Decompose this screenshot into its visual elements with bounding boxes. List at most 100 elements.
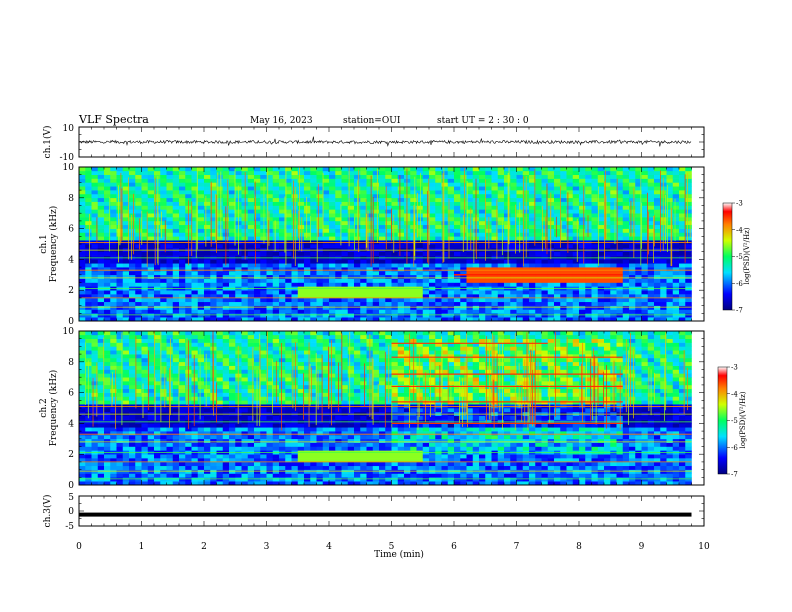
spectrogram-cell [129, 290, 136, 295]
spectrogram-cell [97, 469, 105, 474]
spectrogram-cell [254, 458, 261, 463]
spectrogram-cell [310, 244, 317, 249]
spectrogram-cell [560, 197, 567, 202]
spectrogram-cell [197, 305, 205, 310]
spectrogram-cell [685, 309, 692, 314]
spectrogram-cell [147, 174, 155, 179]
spectrogram-cell [535, 477, 542, 482]
ch1-waveform-ylabel: ch.1(V) [42, 126, 53, 159]
spectrogram-cell [529, 278, 536, 283]
spectrogram-cell [129, 465, 136, 470]
spectrogram-cell [616, 182, 624, 187]
spectrogram-cell [91, 309, 99, 314]
spectrogram-cell [304, 282, 311, 287]
spectrogram-cell [429, 282, 436, 287]
spectrogram-cell [210, 290, 217, 295]
spectrogram-cell [297, 259, 305, 264]
spectrogram-cell [685, 473, 692, 478]
spectrogram-cell [354, 294, 361, 299]
spectrogram-cell [666, 290, 674, 295]
spectrogram-cell [141, 301, 149, 306]
spectrogram-cell [591, 174, 599, 179]
spectrogram-cell [322, 186, 330, 191]
spectrogram-cell [529, 217, 536, 222]
spectrogram-cell [416, 220, 424, 226]
spectrogram-cell [416, 182, 424, 187]
spectrogram-cell [247, 294, 255, 299]
spectrogram-cell [322, 251, 330, 256]
spectrogram-cell [360, 461, 367, 467]
spectrogram-cell [554, 305, 561, 310]
spectrogram-cell [566, 186, 574, 191]
spectrogram-cell [266, 170, 274, 175]
spectrogram-cell [147, 244, 155, 249]
spectrogram-cell [591, 251, 599, 256]
spectrogram-cell [635, 263, 642, 268]
spectrogram-cell [385, 186, 392, 191]
spectrogram-cell [291, 294, 299, 299]
spectrogram-cell [585, 232, 592, 237]
spectrogram-cell [585, 305, 592, 310]
spectrogram-cell [347, 174, 355, 179]
spectrogram-cell [79, 278, 86, 283]
spectrogram-cell [291, 213, 299, 218]
spectrogram-cell [122, 294, 130, 299]
spectrogram-cell [135, 294, 142, 299]
spectrogram-cell [297, 301, 305, 306]
spectrogram-cell [191, 197, 199, 202]
spectrogram-cell [654, 209, 661, 214]
spectrogram-cell [216, 270, 224, 276]
spectrogram-cell [154, 313, 161, 318]
spectrogram-cell [616, 297, 624, 303]
spectrogram-cell [366, 178, 374, 183]
spectrogram-cell [135, 186, 142, 191]
spectrogram-cell [141, 170, 149, 175]
spectrogram-cell [385, 251, 392, 256]
spectrogram-cell [185, 282, 192, 287]
spectrogram-cell [147, 305, 155, 310]
spectrogram-cell [141, 469, 149, 474]
spectrogram-cell [329, 481, 336, 486]
spectrogram-cell [441, 278, 449, 283]
spectrogram-cell [410, 182, 417, 187]
spectrogram-cell [166, 313, 174, 318]
spectrogram-cell [122, 461, 130, 467]
spectrogram-cell [297, 182, 305, 187]
spectrogram-cell [272, 236, 280, 241]
spectrogram-cell [291, 190, 299, 195]
spectrogram-cell [366, 186, 374, 191]
spectrogram-cell [416, 170, 424, 175]
spectrogram-cell [391, 301, 399, 306]
spectrogram-cell [535, 174, 542, 179]
spectrogram-cell [210, 228, 217, 233]
spectrogram-cell [229, 220, 236, 226]
spectrogram-cell [616, 469, 624, 474]
spectrogram-cell [179, 317, 186, 322]
spectrogram-cell [522, 290, 530, 295]
spectrogram-cell [404, 461, 411, 467]
spectrogram-cell [341, 274, 349, 279]
spectrogram-cell [641, 259, 649, 264]
spectrogram-cell [316, 213, 324, 218]
spectrogram-cell [666, 282, 674, 287]
spectrogram-cell [685, 263, 692, 268]
spectrogram-cell [122, 481, 130, 486]
spectrogram-cell [391, 282, 399, 287]
spectrogram-cell [654, 186, 661, 191]
spectrogram-cell [516, 190, 524, 195]
spectrogram-cell [622, 205, 630, 210]
spectrogram-cell [322, 236, 330, 241]
spectrogram-cell [654, 174, 661, 179]
spectrogram-cell [379, 317, 386, 322]
spectrogram-cell [354, 170, 361, 175]
spectrogram-cell [685, 481, 692, 486]
spectrogram-cell [622, 317, 630, 322]
spectrogram-cell [116, 197, 124, 202]
spectrogram-cell [154, 205, 161, 210]
spectrogram-cell [535, 178, 542, 183]
spectrogram-cell [647, 182, 655, 187]
colorbar-tick-label: -6 [736, 280, 743, 288]
spectrogram-cell [654, 317, 661, 322]
spectrogram-cell [472, 297, 480, 303]
